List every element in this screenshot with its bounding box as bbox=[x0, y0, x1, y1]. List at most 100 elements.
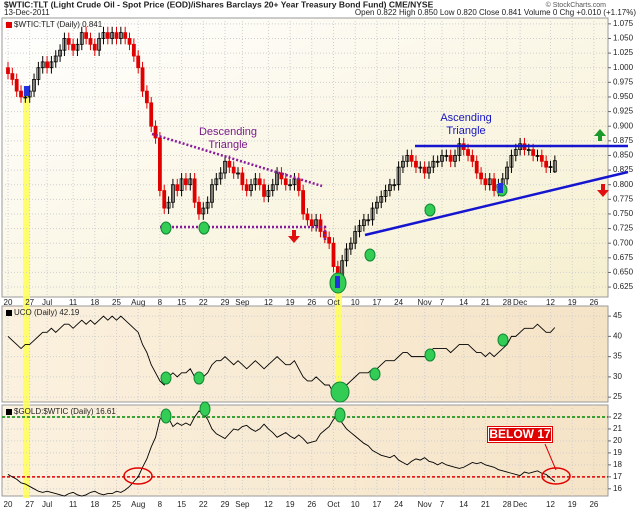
ratio-panel bbox=[1, 404, 609, 497]
main-panel bbox=[1, 17, 609, 298]
candle-body bbox=[244, 184, 249, 191]
marker bbox=[335, 276, 340, 288]
candle-body bbox=[435, 160, 440, 163]
x-tick-label: 17 bbox=[372, 500, 381, 509]
x-tick-label: 26 bbox=[589, 500, 598, 509]
candle-body bbox=[487, 178, 492, 186]
highlight-ellipse bbox=[123, 467, 153, 485]
candle-body bbox=[361, 219, 366, 227]
legend-entry: $WTIC:TLT (Daily) 0.841 bbox=[14, 20, 103, 29]
legend-swatch bbox=[6, 22, 12, 28]
y-tick-label: 0.875 bbox=[613, 136, 634, 145]
trendline bbox=[151, 132, 323, 188]
candle-body bbox=[401, 160, 405, 168]
y-tick-label: 30 bbox=[613, 372, 622, 381]
candle-body bbox=[53, 55, 58, 63]
candle-body bbox=[539, 155, 544, 162]
candle-body bbox=[318, 219, 323, 232]
x-tick-label: 12 bbox=[264, 500, 273, 509]
candle-body bbox=[474, 160, 479, 174]
candle-body bbox=[344, 248, 349, 262]
candle-body bbox=[97, 38, 102, 51]
candle-body bbox=[257, 178, 262, 186]
candle-body bbox=[301, 190, 306, 215]
candle-body bbox=[49, 61, 54, 69]
y-tick-label: 21 bbox=[613, 424, 622, 433]
candle-body bbox=[353, 231, 358, 244]
x-tick-label: 20 bbox=[4, 298, 13, 307]
x-tick-label: 17 bbox=[372, 298, 381, 307]
x-tick-label: 10 bbox=[351, 298, 360, 307]
date-label: 13-Dec-2011 bbox=[4, 8, 50, 17]
y-tick-label: 1.050 bbox=[613, 34, 634, 43]
x-tick-label: 29 bbox=[221, 500, 230, 509]
candle-body bbox=[388, 184, 392, 191]
line-series bbox=[7, 410, 556, 497]
x-tick-label: 22 bbox=[199, 298, 208, 307]
candle-body bbox=[470, 155, 475, 162]
candle-body bbox=[466, 149, 470, 156]
candle-body bbox=[374, 201, 379, 209]
candle-body bbox=[249, 184, 253, 191]
y-tick-label: 25 bbox=[613, 392, 622, 401]
candle-body bbox=[331, 242, 336, 267]
candle-body bbox=[409, 155, 414, 162]
trendline bbox=[364, 170, 629, 237]
candle-body bbox=[253, 178, 258, 186]
candle-body bbox=[10, 73, 15, 80]
y-tick-label: 0.675 bbox=[613, 253, 634, 262]
uco-panel bbox=[1, 305, 609, 403]
x-tick-label: 12 bbox=[546, 500, 555, 509]
candle-body bbox=[105, 32, 110, 39]
marker bbox=[24, 86, 29, 96]
y-tick-label: 0.775 bbox=[613, 194, 634, 203]
legend-swatch bbox=[6, 409, 12, 415]
y-tick-label: 22 bbox=[613, 412, 622, 421]
candle-body bbox=[131, 43, 136, 57]
candle-body bbox=[505, 166, 510, 180]
candle-body bbox=[396, 166, 401, 186]
candle-body bbox=[262, 184, 266, 197]
candle-body bbox=[84, 32, 89, 39]
candle-body bbox=[309, 219, 314, 227]
annotation: Ascending Triangle bbox=[440, 112, 492, 137]
candle-body bbox=[526, 149, 531, 152]
candle-body bbox=[218, 172, 223, 180]
candle-body bbox=[513, 149, 518, 156]
y-tick-label: 35 bbox=[613, 352, 622, 361]
candle-body bbox=[440, 155, 444, 162]
candle-body bbox=[58, 49, 62, 57]
x-tick-label: 29 bbox=[221, 298, 230, 307]
candle-body bbox=[127, 38, 132, 45]
y-tick-label: 0.725 bbox=[613, 224, 634, 233]
candle-body bbox=[357, 225, 362, 232]
x-tick-label: 19 bbox=[568, 298, 577, 307]
legend-swatch bbox=[6, 310, 12, 316]
candle-body bbox=[144, 90, 149, 104]
candle-body bbox=[483, 178, 488, 186]
candle-body bbox=[23, 96, 28, 99]
y-tick-label: 19 bbox=[613, 448, 622, 457]
x-tick-label: Sep bbox=[235, 500, 250, 509]
source: © StockCharts.com bbox=[546, 1, 607, 9]
candle-body bbox=[453, 155, 457, 162]
candle-body bbox=[110, 32, 115, 39]
candle-body bbox=[231, 166, 236, 174]
candle-body bbox=[123, 32, 128, 39]
candle-body bbox=[531, 149, 536, 156]
candle-body bbox=[392, 184, 397, 187]
candle-body bbox=[223, 160, 227, 174]
highlight-ellipse bbox=[541, 467, 571, 485]
candle-body bbox=[327, 236, 332, 244]
y-tick-label: 0.750 bbox=[613, 209, 634, 218]
x-tick-label: 28 bbox=[503, 298, 512, 307]
x-tick-label: 7 bbox=[440, 298, 445, 307]
candle-body bbox=[492, 178, 496, 191]
x-tick-label: 24 bbox=[394, 500, 403, 509]
candle-body bbox=[136, 55, 141, 69]
x-tick-label: 21 bbox=[481, 298, 490, 307]
x-tick-label: Oct bbox=[327, 500, 340, 509]
candle-body bbox=[6, 67, 10, 74]
candle-body bbox=[32, 79, 36, 92]
